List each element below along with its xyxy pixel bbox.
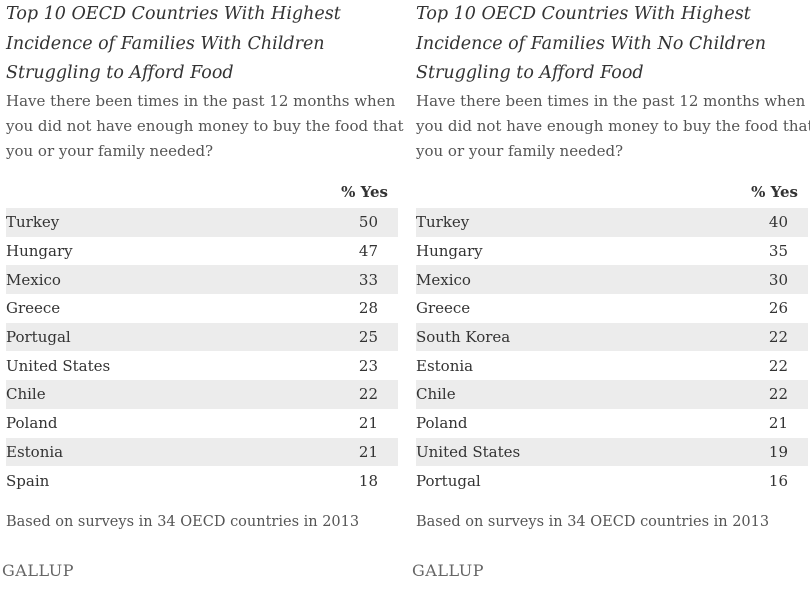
country-name: Portugal <box>416 471 481 490</box>
country-name: Poland <box>416 414 468 433</box>
country-name: Turkey <box>416 213 470 232</box>
country-name: Turkey <box>6 213 60 232</box>
column-header: % Yes <box>341 183 388 201</box>
country-name: Greece <box>416 299 471 318</box>
table-row: Mexico 33 <box>6 265 398 295</box>
table-row: Portugal 25 <box>6 322 398 352</box>
table-row: Hungary 35 <box>416 237 808 266</box>
title-line: Incidence of Families With No Children <box>416 33 766 54</box>
country-name: Estonia <box>6 442 64 461</box>
percent-yes-value: 33 <box>358 270 378 289</box>
table-title: Top 10 OECD Countries With Highest Incid… <box>416 0 808 89</box>
percent-yes-value: 21 <box>358 414 378 433</box>
gallup-logo: GALLUP <box>2 561 74 580</box>
country-name: Estonia <box>416 356 474 375</box>
title-line: Top 10 OECD Countries With Highest <box>416 4 751 24</box>
percent-yes-value: 19 <box>768 442 788 461</box>
percent-yes-value: 40 <box>768 213 788 232</box>
column-header: % Yes <box>751 183 798 201</box>
percent-yes-value: 26 <box>768 299 788 318</box>
table-row: Greece 28 <box>6 294 398 323</box>
question-line: Have there been times in the past 12 mon… <box>6 91 396 110</box>
country-name: South Korea <box>416 328 511 347</box>
panel-families-with-children: Top 10 OECD Countries With Highest Incid… <box>2 0 404 580</box>
title-line: Incidence of Families With Children <box>6 33 325 54</box>
table-row: Turkey 40 <box>416 208 808 237</box>
question-line: you did not have enough money to buy the… <box>416 116 810 135</box>
country-name: Mexico <box>416 270 471 289</box>
country-name: Hungary <box>6 242 73 261</box>
percent-yes-value: 22 <box>768 328 788 347</box>
table-row: Turkey 50 <box>6 208 398 237</box>
percent-yes-value: 35 <box>768 242 788 261</box>
table-row: Poland 21 <box>416 409 808 438</box>
table-row: Hungary 47 <box>6 237 398 266</box>
title-line: Top 10 OECD Countries With Highest <box>6 4 341 24</box>
question-line: you did not have enough money to buy the… <box>6 116 404 135</box>
table-row: Poland 21 <box>6 409 398 438</box>
table-row: Estonia 22 <box>416 351 808 380</box>
percent-yes-value: 22 <box>768 356 788 375</box>
country-name: Hungary <box>416 242 483 261</box>
percent-yes-value: 47 <box>358 242 378 261</box>
table-row: Chile 22 <box>416 380 808 409</box>
table-row: Spain 18 <box>6 466 398 495</box>
data-table: Turkey 40 Hungary 35 Mexico 30 Greece 26 South K… <box>416 208 808 495</box>
percent-yes-value: 22 <box>358 385 378 404</box>
table-row: Estonia 21 <box>6 437 398 467</box>
title-line: Struggling to Afford Food <box>416 63 644 83</box>
country-name: United States <box>6 356 111 375</box>
percent-yes-value: 22 <box>768 385 788 404</box>
table-row: Portugal 16 <box>416 466 808 495</box>
table-row: United States 23 <box>6 351 398 380</box>
question-line: Have there been times in the past 12 mon… <box>416 91 806 110</box>
question-line: you or your family needed? <box>6 141 214 160</box>
country-name: Greece <box>6 299 61 318</box>
percent-yes-value: 50 <box>358 213 378 232</box>
country-name: United States <box>416 442 521 461</box>
country-name: Mexico <box>6 270 61 289</box>
table-title: Top 10 OECD Countries With Highest Incid… <box>6 0 398 89</box>
gallup-logo: GALLUP <box>412 561 484 580</box>
country-name: Chile <box>6 385 46 404</box>
footnote: Based on surveys in 34 OECD countries in… <box>6 514 360 530</box>
percent-yes-value: 21 <box>768 414 788 433</box>
table-row: Chile 22 <box>6 380 398 409</box>
table-row: Greece 26 <box>416 294 808 323</box>
percent-yes-value: 16 <box>768 471 788 490</box>
table-row: South Korea 22 <box>416 322 808 352</box>
panel-families-without-children: Top 10 OECD Countries With Highest Incid… <box>412 0 810 580</box>
survey-question: Have there been times in the past 12 mon… <box>416 89 810 164</box>
percent-yes-value: 18 <box>358 471 378 490</box>
percent-yes-value: 23 <box>358 356 378 375</box>
table-row: Mexico 30 <box>416 265 808 295</box>
percent-yes-value: 30 <box>768 270 788 289</box>
country-name: Portugal <box>6 328 71 347</box>
percent-yes-value: 25 <box>358 328 378 347</box>
title-line: Struggling to Afford Food <box>6 63 234 83</box>
data-table: Turkey 50 Hungary 47 Mexico 33 Greece 28 Portuga… <box>6 208 398 495</box>
percent-yes-value: 28 <box>358 299 378 318</box>
percent-yes-value: 21 <box>358 442 378 461</box>
country-name: Spain <box>6 471 50 490</box>
footnote: Based on surveys in 34 OECD countries in… <box>416 514 770 530</box>
country-name: Chile <box>416 385 456 404</box>
table-row: United States 19 <box>416 437 808 467</box>
survey-question: Have there been times in the past 12 mon… <box>6 89 404 164</box>
country-name: Poland <box>6 414 58 433</box>
question-line: you or your family needed? <box>416 141 624 160</box>
